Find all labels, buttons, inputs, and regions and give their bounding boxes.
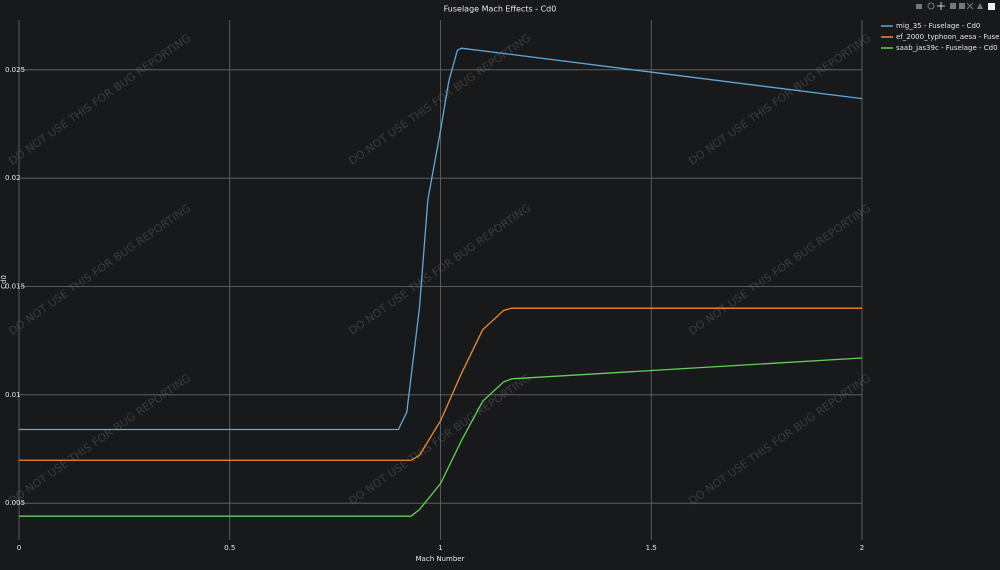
series-line <box>19 307 862 461</box>
series-line <box>19 47 863 431</box>
camera-icon[interactable] <box>916 4 922 9</box>
chart-title: Fuselage Mach Effects - Cd0 <box>444 5 557 14</box>
y-tick-label: 0.015 <box>5 283 25 291</box>
y-tick-label: 0.01 <box>5 391 21 399</box>
y-tick-label: 0.005 <box>5 499 25 507</box>
x-axis-title: Mach Number <box>416 555 465 563</box>
x-tick-label: 2 <box>860 544 864 552</box>
home-icon[interactable] <box>977 3 983 9</box>
logo-icon[interactable] <box>988 3 995 10</box>
legend-label: mig_35 - Fuselage - Cd0 <box>896 22 980 30</box>
autoscale-icon[interactable] <box>966 2 974 10</box>
y-axis-title: Cd0 <box>0 275 8 289</box>
toolbar[interactable] <box>916 2 995 10</box>
series-line <box>19 357 863 517</box>
y-tick-label: 0.02 <box>5 174 21 182</box>
zoom-icon[interactable] <box>927 2 935 10</box>
x-tick-label: 0 <box>17 544 21 552</box>
y-tick-label: 0.025 <box>5 66 25 74</box>
legend-label: saab_jas39c - Fuselage - Cd0 <box>896 44 998 52</box>
pan-icon[interactable] <box>937 2 945 10</box>
lines <box>19 47 863 517</box>
grid <box>18 20 863 540</box>
zoom-out-icon[interactable] <box>959 3 965 9</box>
zoom-in-icon[interactable] <box>950 3 956 9</box>
x-tick-label: 0.5 <box>224 544 235 552</box>
x-tick-label: 1 <box>438 544 442 552</box>
x-tick-label: 1.5 <box>646 544 657 552</box>
legend-label: ef_2000_typhoon_aesa - Fuselage - Cd0 <box>896 33 1000 41</box>
